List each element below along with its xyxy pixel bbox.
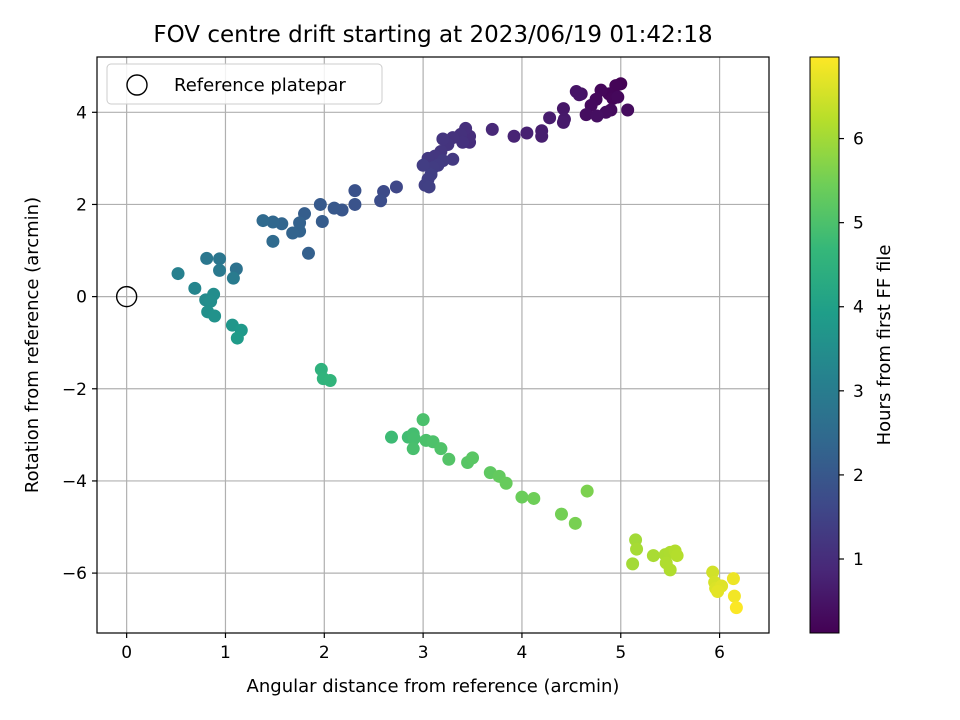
data-point [407, 432, 421, 446]
data-point [556, 115, 570, 129]
colorbar-tick-label: 4 [853, 298, 864, 318]
data-point [572, 88, 586, 102]
chart-title: FOV centre drift starting at 2023/06/19 … [153, 22, 712, 48]
data-point [556, 102, 570, 116]
data-point [630, 542, 644, 556]
x-tick-label: 5 [615, 643, 626, 663]
data-point [621, 103, 635, 117]
plot-frame [96, 56, 770, 634]
data-point [348, 184, 362, 198]
colorbar-gradient [809, 56, 840, 634]
colorbar-tick-label: 2 [853, 466, 864, 486]
legend-entry-reference: Reference platepar [174, 75, 346, 96]
data-point [527, 491, 541, 505]
data-point [213, 263, 227, 277]
data-point [499, 476, 513, 490]
colorbar-tick-label: 3 [853, 382, 864, 402]
data-point [286, 226, 300, 240]
data-point [230, 331, 244, 345]
data-point [384, 430, 398, 444]
data-point [200, 251, 214, 265]
axes: 0 1 2 3 4 5 6 −6 −4 −2 0 2 4 [62, 56, 770, 663]
data-point [580, 484, 594, 498]
y-tick-label: 2 [76, 195, 87, 215]
data-point [579, 108, 593, 122]
data-point [406, 442, 420, 456]
data-point [663, 563, 677, 577]
colorbar-label: Hours from first FF file [874, 245, 895, 446]
data-point [706, 565, 720, 579]
data-point [590, 109, 604, 123]
colorbar-tick-label: 5 [853, 214, 864, 234]
legend-box [106, 63, 383, 105]
data-point [442, 452, 456, 466]
colorbar-tick-label: 1 [853, 550, 864, 570]
y-tick-label: −6 [62, 564, 87, 584]
data-point [729, 601, 743, 615]
data-point [543, 111, 557, 125]
data-point [727, 589, 741, 603]
data-point [515, 490, 529, 504]
data-point [434, 442, 448, 456]
x-axis-label: Angular distance from reference (arcmin) [247, 676, 620, 697]
data-point [670, 549, 684, 563]
data-point [204, 294, 218, 308]
y-tick-label: 0 [76, 288, 87, 308]
data-point [266, 234, 280, 248]
data-point [315, 215, 329, 229]
data-point [711, 585, 725, 599]
reference-platepar-marker [115, 285, 138, 308]
data-point [422, 180, 436, 194]
data-point [256, 214, 270, 228]
x-tick-label: 4 [517, 643, 528, 663]
data-point [520, 126, 534, 140]
x-tick-label: 1 [220, 643, 231, 663]
data-point [208, 309, 222, 323]
data-point [456, 135, 470, 149]
data-point [611, 90, 625, 104]
data-point [416, 158, 430, 172]
y-tick-label: 4 [76, 103, 87, 123]
data-point [568, 516, 582, 530]
data-point [446, 152, 460, 166]
data-points [115, 77, 743, 615]
data-point [374, 194, 388, 208]
data-point [171, 267, 185, 281]
data-point [466, 451, 480, 465]
data-point [301, 246, 315, 260]
data-point [726, 572, 740, 586]
y-tick-label: −4 [62, 472, 87, 492]
data-point [348, 197, 362, 211]
data-point [226, 271, 240, 285]
data-point [188, 281, 202, 295]
y-axis-label: Rotation from reference (arcmin) [22, 197, 43, 493]
data-point [626, 557, 640, 571]
colorbar-tick-label: 6 [853, 130, 864, 150]
legend-reference-marker [126, 74, 148, 96]
y-tick-label: −2 [62, 380, 87, 400]
data-point [554, 507, 568, 521]
data-point [213, 252, 227, 266]
data-point [266, 215, 280, 229]
x-tick-label: 2 [319, 643, 330, 663]
data-point [389, 180, 403, 194]
colorbar: 1 2 3 4 5 6 [809, 56, 864, 634]
data-point [436, 132, 450, 146]
data-point [313, 197, 327, 211]
data-point [507, 129, 521, 143]
legend: Reference platepar [106, 63, 383, 105]
data-point [646, 549, 660, 563]
x-tick-label: 0 [121, 643, 132, 663]
data-point [485, 122, 499, 136]
x-tick-label: 6 [714, 643, 725, 663]
data-point [416, 413, 430, 427]
data-point [535, 129, 549, 143]
data-point [323, 373, 337, 387]
data-point [327, 201, 341, 215]
grid [97, 57, 769, 633]
x-tick-label: 3 [418, 643, 429, 663]
